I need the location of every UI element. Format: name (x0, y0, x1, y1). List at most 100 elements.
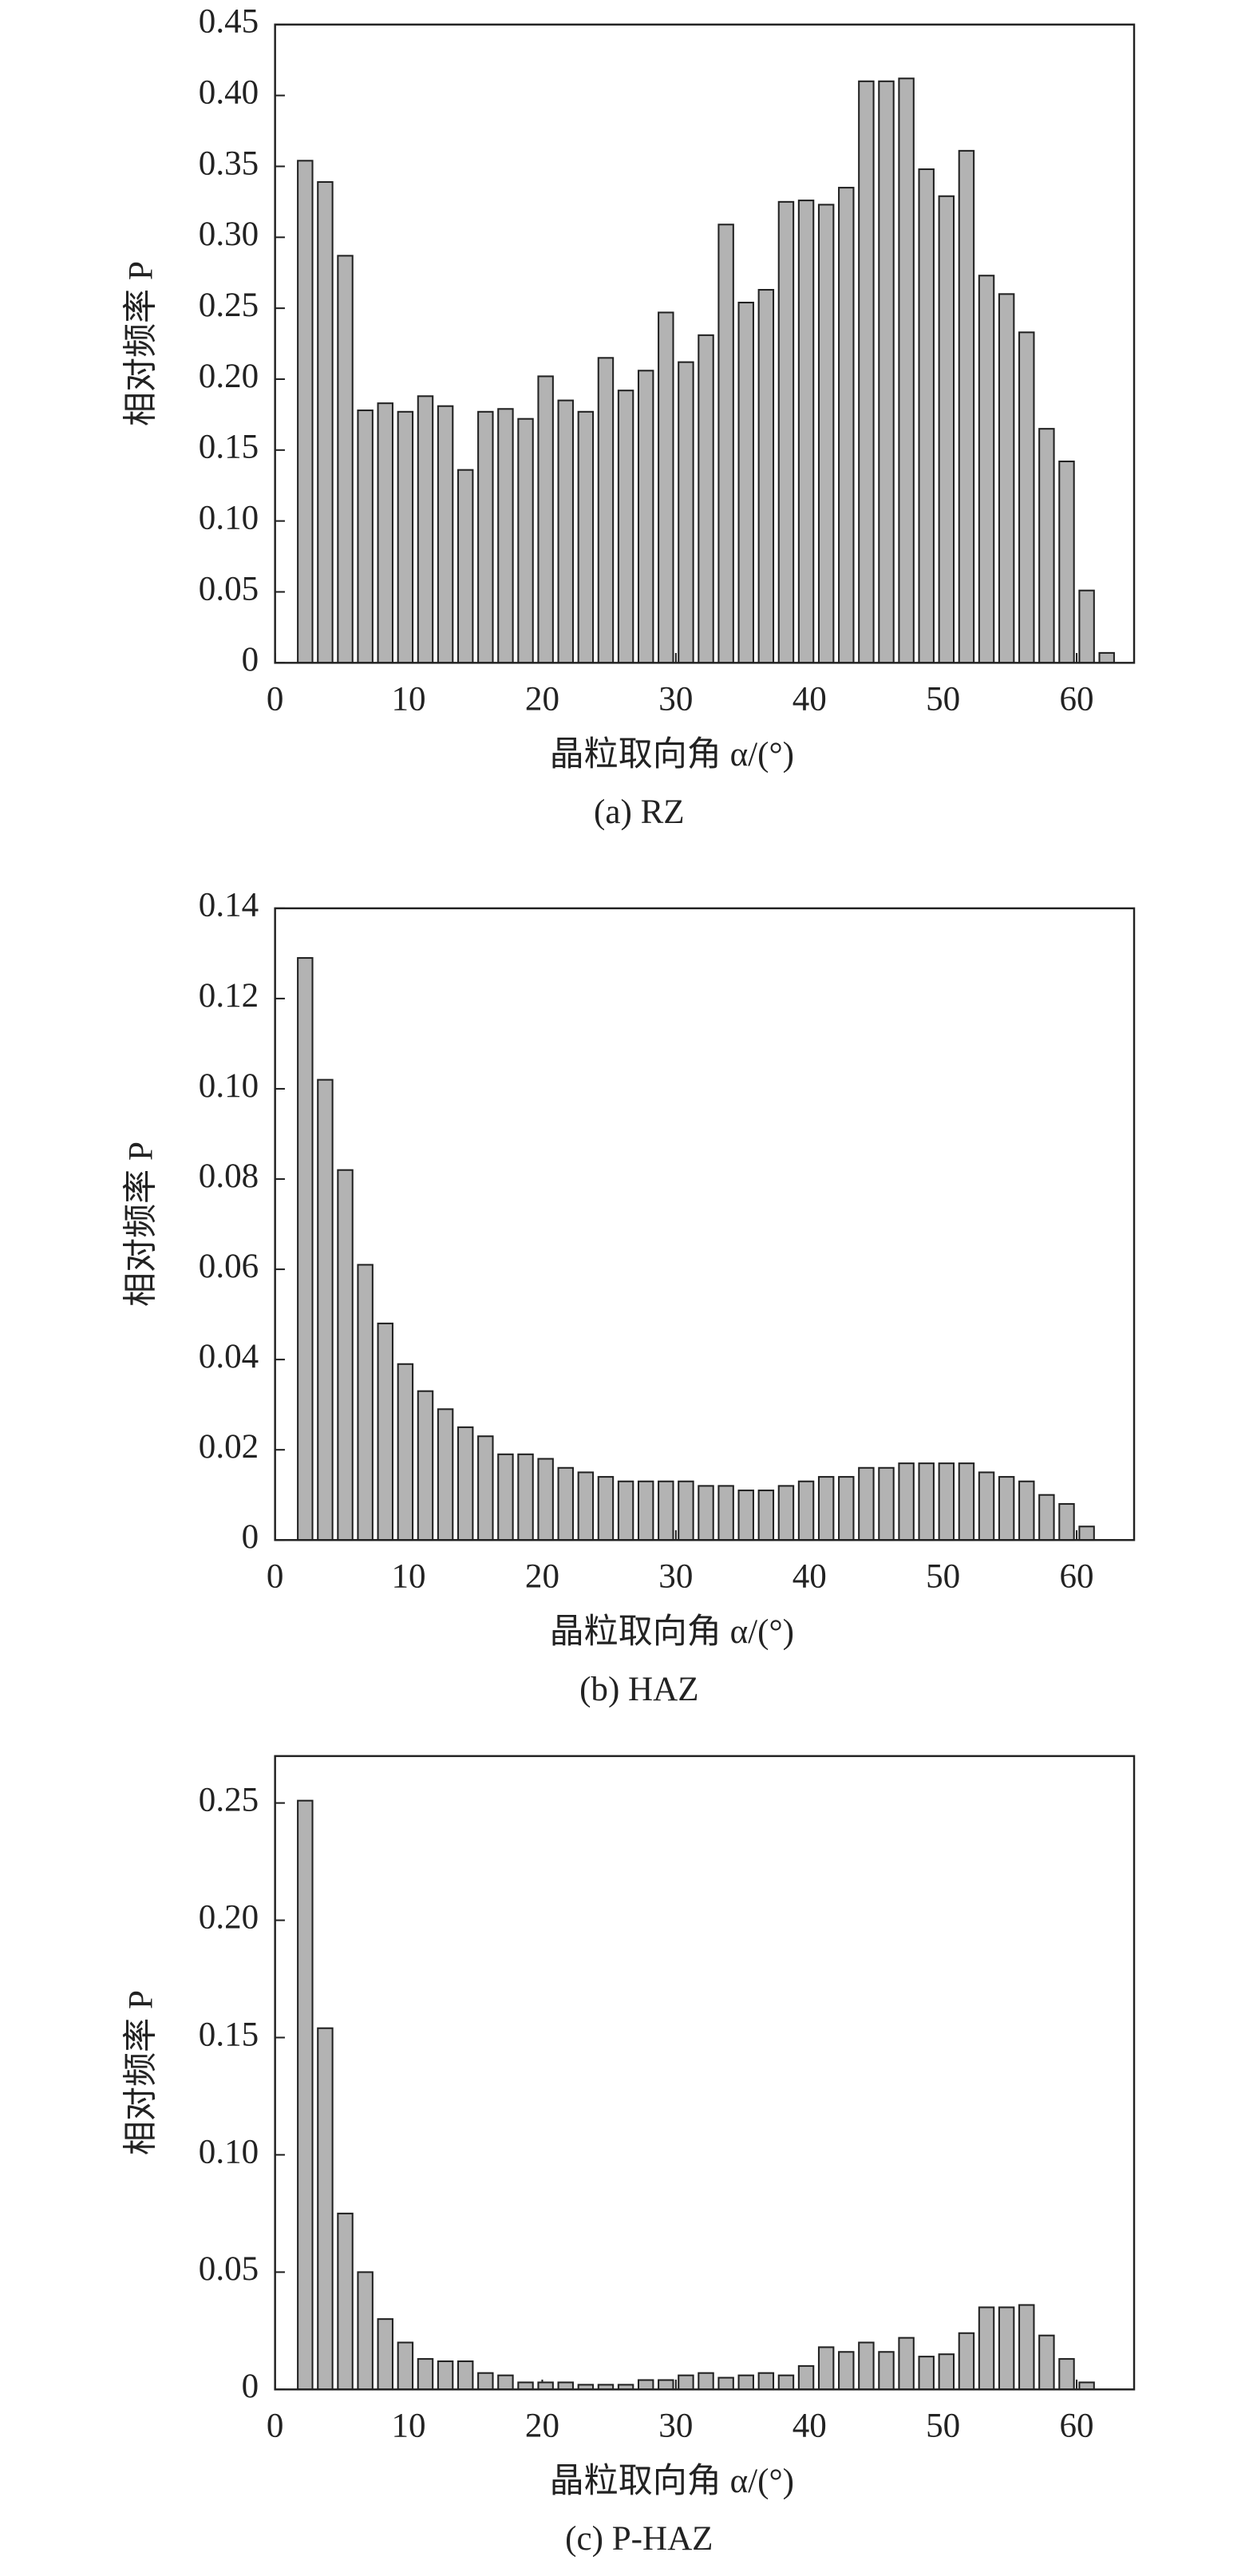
x-tick-label: 40 (793, 2407, 827, 2444)
y-axis-label: 相对频率 P (122, 1142, 160, 1307)
bar (457, 1426, 474, 1541)
bar (397, 410, 414, 664)
bar (998, 2306, 1015, 2391)
bar (1058, 1502, 1075, 1541)
bar (1078, 2381, 1095, 2391)
bar (958, 2332, 975, 2391)
bar (337, 255, 354, 664)
bar (537, 375, 554, 664)
bar (477, 410, 494, 664)
bar (457, 2360, 474, 2391)
x-tick-label: 20 (525, 680, 559, 718)
bar (537, 1458, 554, 1541)
bar (537, 2381, 554, 2391)
bar (317, 2027, 334, 2391)
bar (517, 417, 534, 664)
bar (918, 168, 935, 664)
bar (978, 2306, 995, 2391)
y-tick-label: 0.02 (199, 1428, 259, 1466)
bar (678, 361, 694, 664)
bar (698, 2372, 714, 2391)
bar (717, 2376, 734, 2391)
bar (297, 160, 314, 664)
bar (858, 2341, 875, 2391)
bar (817, 204, 835, 664)
bar (1038, 1494, 1055, 1541)
bar (437, 405, 454, 664)
y-tick-label: 0.14 (199, 887, 259, 924)
bar (337, 1169, 354, 1541)
bar (417, 2358, 434, 2391)
bar (757, 2372, 775, 2391)
bar (397, 1363, 414, 1541)
x-tick-label: 10 (392, 1557, 426, 1595)
caption: (b) HAZ (579, 1671, 698, 1708)
y-tick-label: 0.20 (199, 1898, 259, 1936)
y-tick-label: 0.20 (199, 358, 259, 395)
bar (777, 200, 795, 664)
bar (678, 1480, 694, 1541)
x-axis-label: 晶粒取向角 α/(°) (550, 2463, 794, 2500)
y-tick-label: 0.35 (199, 144, 259, 182)
bar (637, 370, 654, 664)
x-tick-label: 40 (793, 1557, 827, 1595)
bar (777, 1485, 795, 1541)
plot-frame (274, 1755, 1136, 2391)
bar (377, 402, 393, 664)
bar (597, 357, 615, 664)
bar (658, 311, 674, 664)
bar (437, 2360, 454, 2391)
x-tick-label: 20 (525, 1557, 559, 1595)
bar (757, 288, 775, 664)
y-axis-label: 相对频率 P (122, 1990, 160, 2155)
bar (878, 80, 895, 664)
bar (317, 1078, 334, 1541)
y-tick-label: 0.10 (199, 2133, 259, 2170)
y-tick-label: 0.40 (199, 73, 259, 111)
bar (557, 399, 574, 664)
x-tick-label: 10 (392, 680, 426, 718)
y-tick-label: 0.15 (199, 429, 259, 466)
bar (497, 2374, 514, 2391)
bar (698, 1485, 714, 1541)
x-tick-label: 50 (926, 680, 960, 718)
bar (597, 1476, 615, 1541)
bar (477, 1435, 494, 1541)
bar (878, 2351, 895, 2391)
x-tick-label: 0 (267, 2407, 284, 2444)
bar (517, 1453, 534, 1541)
bar (817, 2346, 835, 2391)
bar (1038, 2334, 1055, 2391)
bar (898, 77, 915, 664)
bar (698, 334, 714, 664)
bar (497, 1453, 514, 1541)
y-tick-label: 0 (242, 641, 259, 679)
bar (757, 1490, 775, 1541)
bar (337, 2212, 354, 2391)
bar (1038, 428, 1055, 664)
bar (1018, 331, 1035, 664)
bar (437, 1408, 454, 1541)
plot-frame (274, 907, 1136, 1541)
bar (918, 2356, 935, 2391)
bar (1078, 589, 1095, 664)
bar (777, 2374, 795, 2391)
bar (898, 2337, 915, 2391)
y-tick-label: 0.05 (199, 570, 259, 607)
bar (898, 1462, 915, 1541)
bar (797, 2364, 815, 2391)
y-axis-label: 相对频率 P (122, 261, 160, 426)
bar (317, 180, 334, 664)
bar (517, 2381, 534, 2391)
y-tick-label: 0.04 (199, 1338, 259, 1375)
x-axis-label: 晶粒取向角 α/(°) (550, 736, 794, 774)
bar (838, 2351, 855, 2391)
x-tick-label: 0 (267, 680, 284, 718)
x-tick-label: 60 (1060, 680, 1094, 718)
bar (297, 957, 314, 1541)
bar (617, 1480, 634, 1541)
bar (978, 275, 995, 664)
bar (357, 2271, 374, 2391)
bar (377, 2318, 393, 2391)
